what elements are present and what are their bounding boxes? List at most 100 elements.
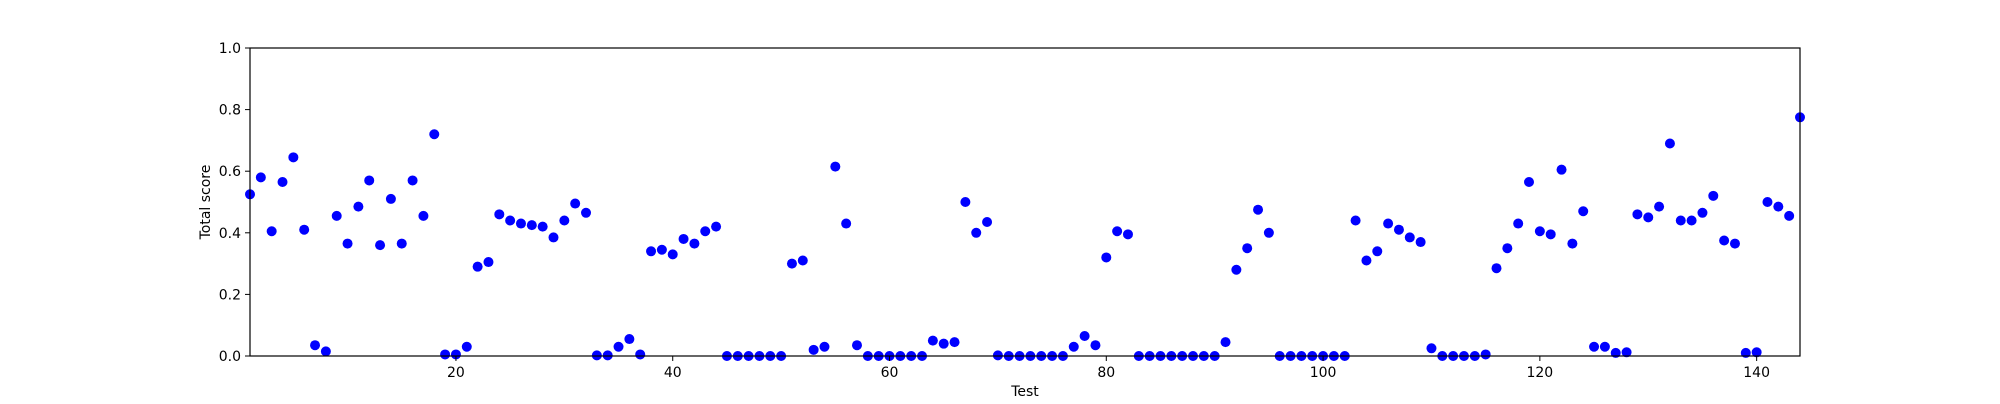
data-point bbox=[949, 337, 960, 348]
data-point bbox=[1372, 246, 1383, 257]
data-point bbox=[494, 209, 505, 220]
y-tick-label: 0.0 bbox=[219, 349, 241, 365]
data-point bbox=[819, 341, 830, 352]
data-point bbox=[385, 193, 396, 204]
data-point bbox=[1545, 229, 1556, 240]
x-axis-ticks: 20 40 60 80 100 120 140 bbox=[447, 356, 1770, 381]
data-point bbox=[266, 226, 277, 237]
data-point bbox=[711, 221, 722, 232]
data-point bbox=[700, 226, 711, 237]
data-point bbox=[364, 175, 375, 186]
data-point bbox=[559, 215, 570, 226]
data-point bbox=[841, 218, 852, 229]
data-point bbox=[396, 238, 407, 249]
data-point bbox=[342, 238, 353, 249]
data-point bbox=[1404, 232, 1415, 243]
x-tick-label: 100 bbox=[1310, 365, 1337, 381]
data-point bbox=[678, 233, 689, 244]
data-point bbox=[1513, 218, 1524, 229]
data-point bbox=[1686, 215, 1697, 226]
x-tick-label: 40 bbox=[664, 365, 682, 381]
data-point bbox=[331, 210, 342, 221]
data-point bbox=[1480, 349, 1491, 360]
data-point bbox=[570, 198, 581, 209]
data-point bbox=[1383, 218, 1394, 229]
x-tick-label: 20 bbox=[447, 365, 465, 381]
data-point bbox=[1426, 343, 1437, 354]
data-point bbox=[418, 210, 429, 221]
data-point bbox=[971, 227, 982, 238]
data-point bbox=[1632, 209, 1643, 220]
data-point bbox=[1079, 330, 1090, 341]
data-point bbox=[1719, 235, 1730, 246]
data-point bbox=[515, 218, 526, 229]
y-axis-ticks: 0.0 0.2 0.4 0.6 0.8 1.0 bbox=[219, 41, 250, 365]
data-point bbox=[1751, 347, 1762, 358]
data-point bbox=[635, 349, 646, 360]
x-tick-label: 60 bbox=[881, 365, 899, 381]
data-point bbox=[808, 344, 819, 355]
data-point bbox=[1263, 227, 1274, 238]
data-point bbox=[1350, 215, 1361, 226]
y-axis-label: Total score bbox=[198, 165, 214, 241]
data-point bbox=[548, 232, 559, 243]
data-point bbox=[1784, 210, 1795, 221]
data-point bbox=[927, 335, 938, 346]
data-point bbox=[1534, 226, 1545, 237]
data-points bbox=[245, 112, 1805, 361]
data-point bbox=[1231, 264, 1242, 275]
data-point bbox=[786, 258, 797, 269]
y-tick-label: 0.2 bbox=[219, 287, 241, 303]
data-point bbox=[1621, 347, 1632, 358]
data-point bbox=[797, 255, 808, 266]
plot-frame bbox=[249, 47, 1801, 357]
data-point bbox=[1664, 138, 1675, 149]
data-point bbox=[1491, 263, 1502, 274]
data-point bbox=[1675, 215, 1686, 226]
data-point bbox=[1556, 164, 1567, 175]
data-point bbox=[1090, 340, 1101, 351]
data-point bbox=[1112, 226, 1123, 237]
data-point bbox=[1415, 237, 1426, 248]
data-point bbox=[1220, 337, 1231, 348]
data-point bbox=[440, 349, 451, 360]
data-point bbox=[1524, 176, 1535, 187]
data-point bbox=[1708, 190, 1719, 201]
data-point bbox=[429, 129, 440, 140]
data-point bbox=[450, 349, 461, 360]
data-point bbox=[1599, 341, 1610, 352]
data-point bbox=[1729, 238, 1740, 249]
data-point bbox=[667, 249, 678, 260]
data-point bbox=[602, 350, 613, 361]
data-point bbox=[938, 338, 949, 349]
data-point bbox=[375, 240, 386, 251]
data-point bbox=[1393, 224, 1404, 235]
y-tick-label: 0.8 bbox=[219, 103, 241, 119]
data-point bbox=[320, 346, 331, 357]
data-point bbox=[1697, 207, 1708, 218]
data-point bbox=[255, 172, 266, 183]
data-point bbox=[1773, 201, 1784, 212]
data-point bbox=[483, 257, 494, 268]
data-point bbox=[581, 207, 592, 218]
data-point bbox=[624, 334, 635, 345]
data-point bbox=[1361, 255, 1372, 266]
data-point bbox=[992, 350, 1003, 361]
data-point bbox=[646, 246, 657, 257]
data-point bbox=[1068, 341, 1079, 352]
data-point bbox=[472, 261, 483, 272]
data-point bbox=[505, 215, 516, 226]
x-tick-label: 120 bbox=[1526, 365, 1553, 381]
data-point bbox=[407, 175, 418, 186]
data-point bbox=[1589, 341, 1600, 352]
data-point bbox=[1242, 243, 1253, 254]
data-point bbox=[830, 161, 841, 172]
data-point bbox=[461, 341, 472, 352]
data-point bbox=[1762, 197, 1773, 207]
data-point bbox=[982, 217, 993, 228]
x-tick-label: 140 bbox=[1743, 365, 1770, 381]
data-point bbox=[1122, 229, 1133, 240]
data-point bbox=[851, 340, 862, 351]
